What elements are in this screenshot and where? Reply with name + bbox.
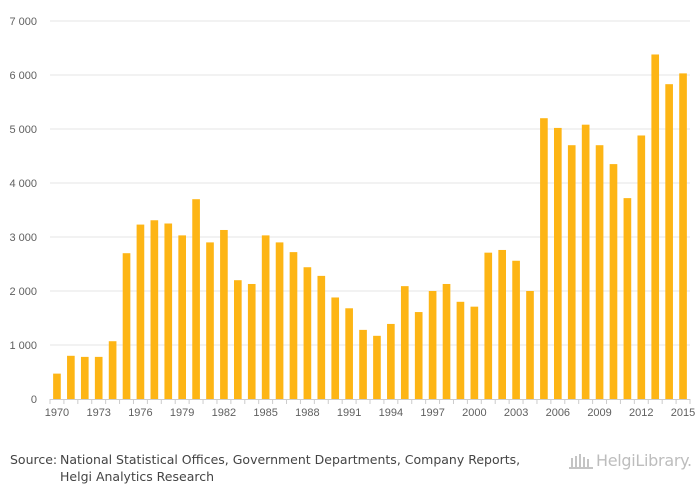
bar-1978	[164, 223, 173, 399]
bar-1996	[414, 312, 423, 399]
x-tick-label: 2000	[462, 407, 486, 419]
bars	[53, 54, 687, 400]
bar-2003	[512, 260, 520, 399]
library-columns-icon	[569, 454, 593, 469]
bar-1976	[136, 224, 145, 399]
bar-2008	[581, 124, 590, 400]
y-tick-label: 4 000	[9, 178, 37, 190]
x-tick-label: 2015	[671, 407, 695, 419]
bar-2006	[554, 127, 562, 400]
x-tick-label: 1973	[86, 407, 110, 419]
bar-2004	[526, 291, 534, 399]
x-tick-label: 1970	[45, 407, 69, 419]
x-tick-label: 1997	[420, 407, 444, 419]
bar-2010	[609, 164, 618, 399]
bar-1989	[317, 275, 326, 399]
x-tick-label: 1994	[379, 407, 403, 419]
y-tick-label: 1 000	[9, 340, 37, 352]
logo-text: HelgiLibrary.	[596, 451, 692, 470]
bar-2012	[637, 135, 646, 400]
x-tick-label: 1976	[128, 407, 152, 419]
source-text: National Statistical Offices, Government…	[60, 452, 521, 484]
bar-1973	[94, 356, 103, 399]
bar-2000	[470, 306, 479, 399]
x-tick-label: 2009	[587, 407, 611, 419]
bar-1987	[289, 252, 298, 399]
bar-1984	[247, 283, 256, 399]
y-tick-label: 0	[31, 394, 37, 406]
x-tick-label: 2003	[504, 407, 528, 419]
y-tick-label: 3 000	[9, 232, 37, 244]
bar-1977	[150, 220, 159, 399]
x-tick-label: 2012	[629, 407, 653, 419]
bar-2007	[567, 145, 576, 399]
x-tick-label: 1982	[212, 407, 236, 419]
x-tick-label: 1991	[337, 407, 361, 419]
bar-chart: 0 1 000 2 000 3 000 4 000 5 000 6 000 7 000 197…	[9, 16, 696, 419]
bar-1982	[220, 229, 228, 399]
y-tick-label: 7 000	[9, 16, 37, 28]
bar-1994	[387, 323, 395, 399]
bar-2014	[665, 84, 673, 400]
bar-1985	[261, 235, 270, 399]
bar-1997	[428, 291, 437, 399]
bar-1979	[178, 235, 186, 399]
bar-2013	[651, 54, 660, 399]
bar-1992	[359, 329, 367, 399]
bar-2011	[623, 198, 632, 399]
bar-1980	[192, 199, 200, 399]
x-axis-labels: 1970 1973 1976 1979 1982 1985 1988 1991 1994 1997…	[45, 407, 696, 419]
bar-1991	[345, 308, 353, 399]
bar-2015	[679, 73, 687, 399]
bar-1975	[122, 253, 131, 399]
bar-1981	[206, 242, 214, 399]
bar-1974	[108, 341, 117, 399]
bar-2005	[540, 118, 548, 399]
x-tick-label: 1988	[295, 407, 319, 419]
grid-lines	[50, 20, 690, 346]
bar-1993	[373, 335, 381, 399]
y-tick-label: 2 000	[9, 286, 37, 298]
y-axis-labels: 0 1 000 2 000 3 000 4 000 5 000 6 000 7 000	[9, 16, 37, 406]
y-tick-label: 5 000	[9, 124, 37, 136]
bar-2002	[498, 249, 506, 399]
x-tick-label: 1985	[253, 407, 277, 419]
bar-2001	[484, 252, 493, 399]
bar-1972	[80, 356, 89, 399]
x-tick-label: 1979	[170, 407, 194, 419]
bar-1970	[53, 373, 61, 399]
source-note: Source: National Statistical Offices, Go…	[10, 451, 550, 485]
bar-2009	[595, 145, 604, 399]
bar-1999	[456, 301, 465, 399]
bar-1983	[234, 280, 242, 399]
bar-1995	[400, 286, 409, 399]
bar-1986	[275, 242, 284, 399]
y-tick-label: 6 000	[9, 70, 37, 82]
bar-1990	[331, 297, 340, 399]
bar-1988	[303, 267, 312, 399]
bar-1971	[67, 355, 75, 399]
source-label: Source:	[10, 452, 58, 467]
bar-1998	[442, 283, 451, 399]
x-axis	[49, 399, 691, 404]
helgi-library-logo[interactable]: HelgiLibrary.	[568, 450, 692, 472]
x-tick-label: 2006	[546, 407, 570, 419]
